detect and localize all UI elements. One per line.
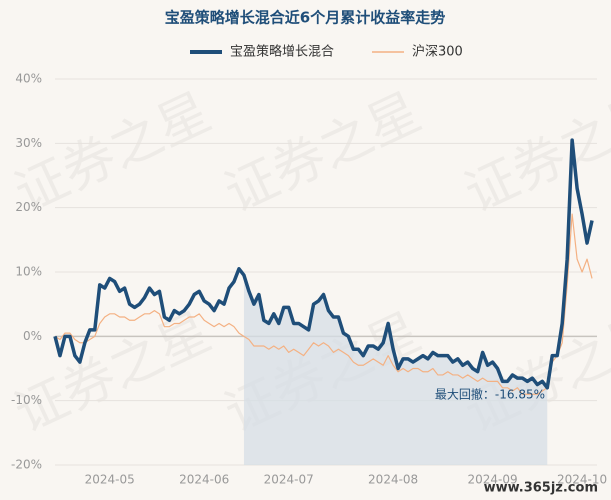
series-line <box>54 213 593 395</box>
source: www.365jz.com <box>484 481 598 496</box>
y-tick-label: -10% <box>11 393 42 407</box>
x-tick-label: 2024-08 <box>368 473 418 487</box>
x-tick-label: 2024-09 <box>468 473 518 487</box>
drawdown-shade <box>243 275 548 465</box>
chart-title: 宝盈策略增长混合近6个月累计收益率走势 <box>165 9 445 27</box>
y-tick-label: 0% <box>23 329 42 343</box>
x-tick-label: 2024-06 <box>179 473 229 487</box>
series-line <box>53 138 594 390</box>
y-tick-label: 40% <box>15 72 42 86</box>
y-tick-label: 30% <box>15 136 42 150</box>
legend-label: 沪深300 <box>412 44 463 60</box>
y-tick-label: 20% <box>15 200 42 214</box>
legend-label: 宝盈策略增长混合 <box>230 44 334 60</box>
x-tick-label: 2024-07 <box>264 473 314 487</box>
y-tick-label: -20% <box>11 458 42 472</box>
x-tick-label: 2024-10 <box>557 473 607 487</box>
x-tick-label: 2024-05 <box>85 473 135 487</box>
y-tick-label: 10% <box>15 265 42 279</box>
annotation: 最大回撤：-16.85% <box>435 387 545 402</box>
